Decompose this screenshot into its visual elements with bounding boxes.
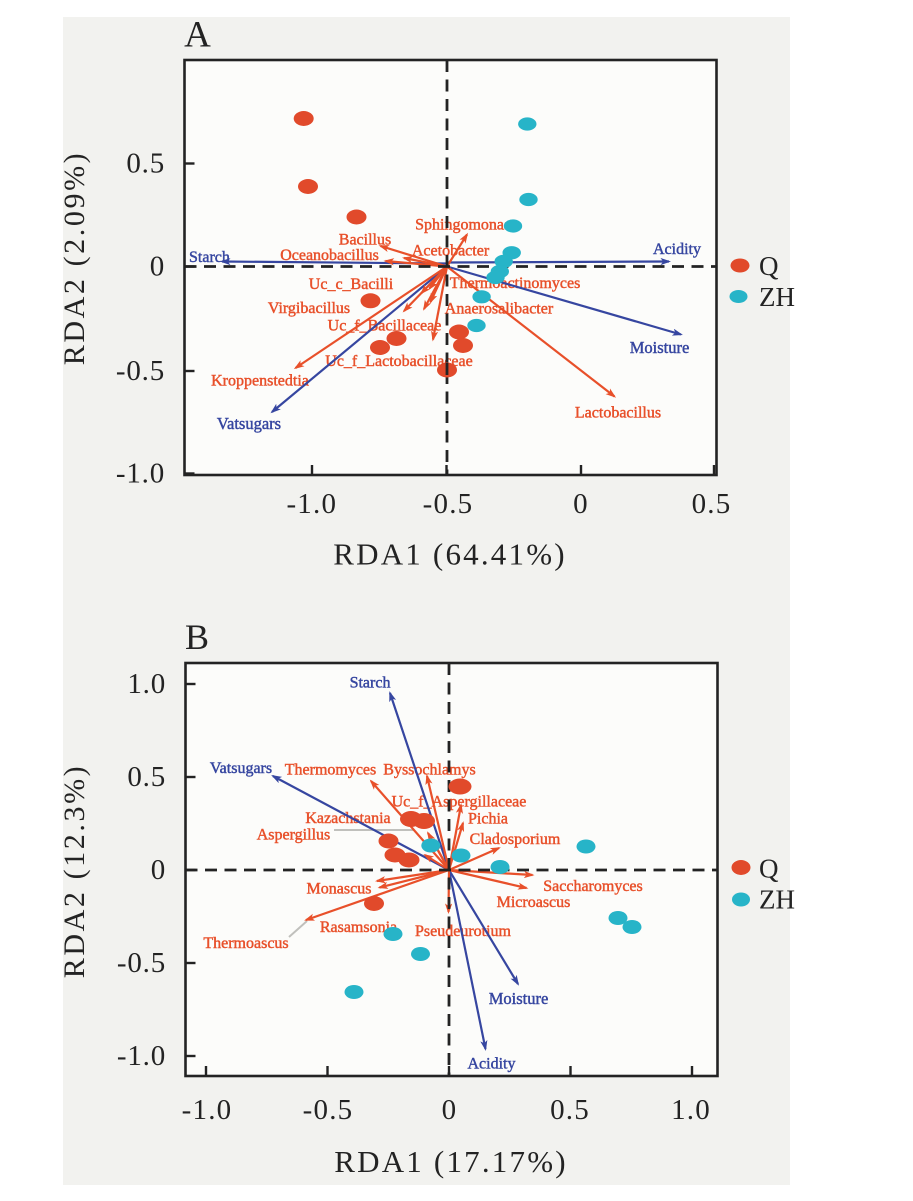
- svg-text:0: 0: [150, 251, 165, 283]
- svg-text:Acetobacter: Acetobacter: [412, 243, 490, 260]
- svg-text:Rasamsonia: Rasamsonia: [320, 919, 397, 936]
- svg-text:Anaerosalibacter: Anaerosalibacter: [445, 301, 554, 318]
- svg-text:Lactobacillus: Lactobacillus: [575, 405, 661, 422]
- svg-text:Moisture: Moisture: [630, 338, 690, 357]
- svg-text:B: B: [185, 617, 209, 657]
- svg-text:-0.5: -0.5: [423, 488, 474, 520]
- svg-text:Moisture: Moisture: [489, 989, 549, 1008]
- svg-text:0.5: 0.5: [692, 488, 732, 520]
- svg-text:-1.0: -1.0: [182, 1094, 233, 1126]
- svg-text:0.5: 0.5: [126, 148, 165, 180]
- svg-text:Kazachstania: Kazachstania: [305, 810, 390, 827]
- svg-text:Uc_f_Bacillaceae: Uc_f_Bacillaceae: [328, 318, 442, 335]
- svg-text:0.5: 0.5: [127, 761, 166, 793]
- svg-text:0: 0: [151, 854, 166, 886]
- svg-text:-1.0: -1.0: [116, 458, 165, 490]
- svg-text:Virgibacillus: Virgibacillus: [268, 300, 350, 317]
- svg-text:Cladosporium: Cladosporium: [470, 831, 561, 848]
- svg-text:-1.0: -1.0: [286, 488, 337, 520]
- svg-text:Aspergillus: Aspergillus: [257, 827, 330, 844]
- svg-text:ZH: ZH: [759, 282, 795, 312]
- svg-text:1.0: 1.0: [127, 668, 166, 700]
- svg-text:Sphingomonas: Sphingomonas: [415, 217, 510, 234]
- svg-text:Q: Q: [759, 251, 779, 281]
- svg-text:Acidity: Acidity: [653, 241, 701, 258]
- svg-text:-0.5: -0.5: [117, 947, 166, 979]
- svg-text:Uc_c_Bacilli: Uc_c_Bacilli: [309, 276, 394, 293]
- svg-text:Saccharomyces: Saccharomyces: [543, 878, 643, 895]
- svg-text:0: 0: [573, 488, 589, 520]
- svg-text:RDA2 (2.09%): RDA2 (2.09%): [58, 151, 91, 366]
- svg-text:Thermoactinomyces: Thermoactinomyces: [450, 275, 581, 292]
- svg-text:-0.5: -0.5: [116, 355, 165, 387]
- svg-text:RDA1 (64.41%): RDA1 (64.41%): [333, 537, 567, 572]
- svg-text:RDA1 (17.17%): RDA1 (17.17%): [334, 1144, 568, 1179]
- svg-text:Vatsugars: Vatsugars: [217, 414, 281, 433]
- svg-text:0.5: 0.5: [550, 1094, 590, 1126]
- svg-text:Pichia: Pichia: [468, 811, 508, 828]
- svg-text:Kroppenstedtia: Kroppenstedtia: [211, 373, 309, 390]
- svg-text:Bacillus: Bacillus: [339, 232, 391, 249]
- svg-text:Starch: Starch: [350, 675, 391, 692]
- svg-text:ZH: ZH: [759, 885, 795, 915]
- svg-text:Uc_f_Aspergillaceae: Uc_f_Aspergillaceae: [392, 794, 527, 811]
- svg-text:0: 0: [442, 1094, 458, 1126]
- svg-text:-1.0: -1.0: [117, 1040, 166, 1072]
- svg-text:Uc_f_Lactobacillaceae: Uc_f_Lactobacillaceae: [325, 353, 472, 370]
- svg-text:Byssochlamys: Byssochlamys: [383, 762, 475, 779]
- svg-text:Starch: Starch: [189, 249, 230, 266]
- svg-text:Pseudeurotium: Pseudeurotium: [415, 923, 512, 940]
- svg-text:Acidity: Acidity: [468, 1056, 516, 1073]
- svg-text:Thermoascus: Thermoascus: [203, 935, 288, 952]
- svg-text:Microascus: Microascus: [497, 894, 571, 911]
- svg-text:Q: Q: [759, 854, 779, 884]
- svg-text:Oceanobacillus: Oceanobacillus: [280, 247, 379, 264]
- svg-text:-0.5: -0.5: [303, 1094, 354, 1126]
- svg-text:A: A: [184, 15, 211, 56]
- svg-text:Monascus: Monascus: [307, 881, 372, 898]
- svg-text:1.0: 1.0: [671, 1094, 711, 1126]
- svg-text:RDA2 (12.3%): RDA2 (12.3%): [58, 764, 91, 979]
- svg-text:Vatsugars: Vatsugars: [210, 760, 272, 777]
- svg-text:Thermomyces: Thermomyces: [285, 762, 377, 779]
